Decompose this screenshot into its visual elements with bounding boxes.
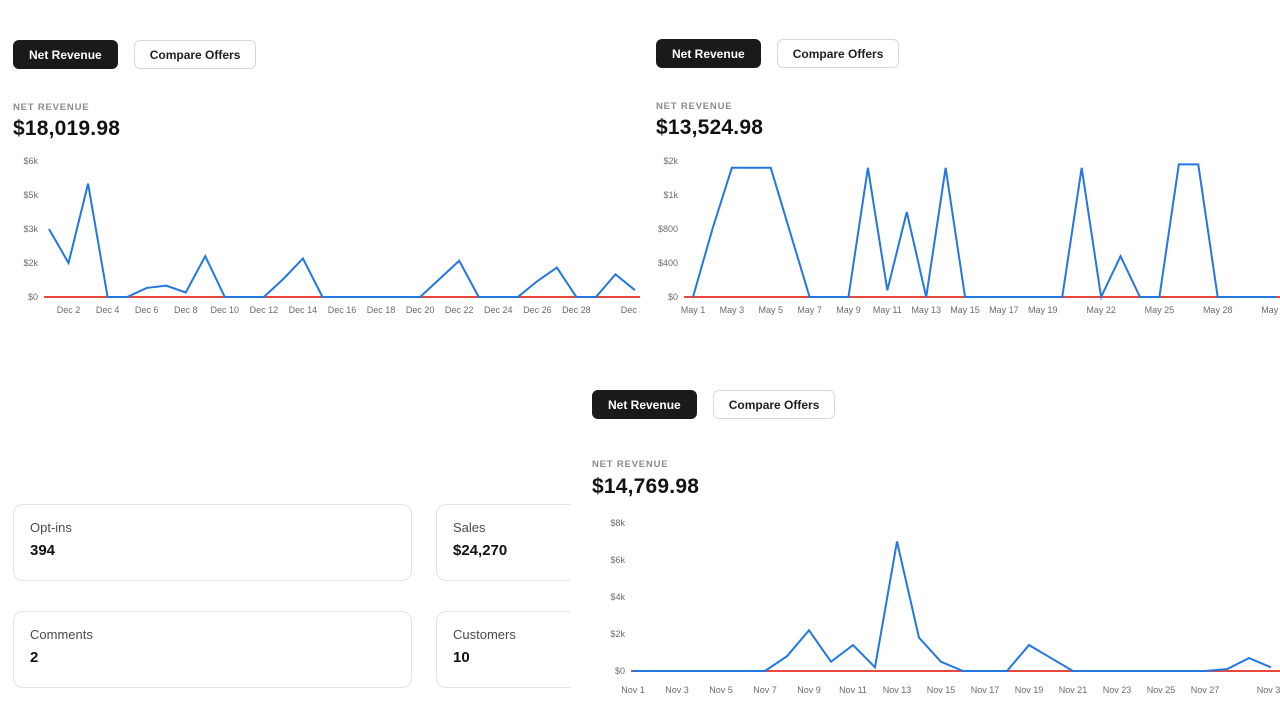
- svg-text:$8k: $8k: [610, 518, 625, 528]
- stat-label: Opt-ins: [30, 520, 72, 535]
- svg-text:$400: $400: [658, 258, 678, 268]
- svg-text:Nov 5: Nov 5: [709, 685, 733, 695]
- svg-text:Dec 10: Dec 10: [211, 305, 240, 315]
- svg-text:Dec 24: Dec 24: [484, 305, 513, 315]
- svg-text:Nov 19: Nov 19: [1015, 685, 1044, 695]
- net-revenue-tab[interactable]: Net Revenue: [592, 390, 697, 419]
- svg-text:Dec 26: Dec 26: [523, 305, 552, 315]
- svg-text:May 5: May 5: [758, 305, 783, 315]
- svg-text:$4k: $4k: [610, 592, 625, 602]
- svg-text:$2k: $2k: [663, 156, 678, 166]
- chart-toggle-group: Net Revenue Compare Offers: [656, 39, 900, 68]
- svg-text:Nov 3: Nov 3: [665, 685, 689, 695]
- svg-text:May 28: May 28: [1203, 305, 1233, 315]
- stat-card-comments: Comments 2: [13, 611, 412, 688]
- svg-text:Dec 6: Dec 6: [135, 305, 159, 315]
- svg-text:Dec 4: Dec 4: [96, 305, 120, 315]
- revenue-panel-dec: Net Revenue Compare Offers NET REVENUE $…: [0, 0, 640, 360]
- stat-value: $24,270: [453, 542, 508, 559]
- svg-text:May 22: May 22: [1086, 305, 1116, 315]
- stat-card-optins: Opt-ins 394: [13, 504, 412, 581]
- svg-text:Nov 15: Nov 15: [927, 685, 956, 695]
- stat-card-sales: Sales $24,270: [436, 504, 571, 581]
- svg-text:Dec 28: Dec 28: [562, 305, 591, 315]
- svg-text:Nov 27: Nov 27: [1191, 685, 1220, 695]
- revenue-line-chart-dec: $6k $5k $3k $2k $0 Dec 2 Dec 4 Dec 6 Dec 8 Dec 10…: [0, 155, 640, 325]
- svg-text:Dec 18: Dec 18: [367, 305, 396, 315]
- stat-value: 10: [453, 649, 470, 666]
- chart-toggle-group: Net Revenue Compare Offers: [13, 40, 257, 69]
- svg-text:May 7: May 7: [797, 305, 822, 315]
- compare-offers-tab[interactable]: Compare Offers: [712, 390, 836, 419]
- svg-text:May 19: May 19: [1028, 305, 1058, 315]
- svg-text:$6k: $6k: [610, 555, 625, 565]
- net-revenue-value: $14,769.98: [592, 475, 700, 498]
- svg-text:$2k: $2k: [23, 258, 38, 268]
- svg-text:Dec 22: Dec 22: [445, 305, 474, 315]
- svg-text:Nov 23: Nov 23: [1103, 685, 1132, 695]
- svg-text:Nov 21: Nov 21: [1059, 685, 1088, 695]
- svg-text:Nov 7: Nov 7: [753, 685, 777, 695]
- net-revenue-value: $18,019.98: [13, 117, 121, 140]
- compare-offers-tab[interactable]: Compare Offers: [776, 39, 900, 68]
- svg-text:Nov 9: Nov 9: [797, 685, 821, 695]
- revenue-panel-may: Net Revenue Compare Offers NET REVENUE $…: [640, 0, 1280, 360]
- svg-text:Nov 30: Nov 30: [1257, 685, 1280, 695]
- svg-text:Dec 16: Dec 16: [328, 305, 357, 315]
- stat-label: Comments: [30, 627, 93, 642]
- stat-card-customers: Customers 10: [436, 611, 571, 688]
- net-revenue-label: NET REVENUE: [13, 102, 90, 113]
- net-revenue-tab[interactable]: Net Revenue: [13, 40, 118, 69]
- stat-label: Sales: [453, 520, 486, 535]
- svg-text:$3k: $3k: [23, 224, 38, 234]
- svg-text:Dec 31: Dec 31: [621, 305, 640, 315]
- net-revenue-label: NET REVENUE: [592, 459, 669, 470]
- stat-value: 394: [30, 542, 56, 559]
- revenue-line-chart-may: $2k $1k $800 $400 $0 May 1 May 3 May 5 May 7 May …: [640, 155, 1280, 325]
- svg-text:May 3: May 3: [720, 305, 745, 315]
- revenue-line-chart-nov: $8k $6k $4k $2k $0 Nov 1 Nov 3 Nov 5 Nov 7 Nov 9 N…: [592, 516, 1280, 702]
- svg-text:Dec 14: Dec 14: [289, 305, 318, 315]
- stat-label: Customers: [453, 627, 516, 642]
- svg-text:May 1: May 1: [681, 305, 706, 315]
- svg-text:Dec 8: Dec 8: [174, 305, 198, 315]
- svg-text:May 25: May 25: [1145, 305, 1175, 315]
- svg-text:$1k: $1k: [663, 190, 678, 200]
- svg-text:May 15: May 15: [950, 305, 980, 315]
- svg-text:May 17: May 17: [989, 305, 1019, 315]
- welcome-section: Welcome back, David. Performance over th…: [0, 360, 571, 720]
- revenue-panel-nov: Net Revenue Compare Offers NET REVENUE $…: [571, 360, 1280, 720]
- svg-text:Dec 12: Dec 12: [250, 305, 279, 315]
- svg-text:May 11: May 11: [873, 305, 902, 315]
- svg-text:Nov 25: Nov 25: [1147, 685, 1176, 695]
- svg-text:May 9: May 9: [836, 305, 861, 315]
- svg-text:$5k: $5k: [23, 190, 38, 200]
- net-revenue-label: NET REVENUE: [656, 101, 733, 112]
- net-revenue-value: $13,524.98: [656, 116, 764, 139]
- compare-offers-tab[interactable]: Compare Offers: [133, 40, 257, 69]
- svg-text:May 31: May 31: [1261, 305, 1280, 315]
- svg-text:Nov 11: Nov 11: [839, 685, 867, 695]
- svg-text:$2k: $2k: [610, 629, 625, 639]
- svg-text:Nov 17: Nov 17: [971, 685, 1000, 695]
- svg-text:Dec 2: Dec 2: [57, 305, 81, 315]
- svg-text:May 13: May 13: [911, 305, 941, 315]
- svg-text:$0: $0: [668, 292, 678, 302]
- chart-toggle-group: Net Revenue Compare Offers: [592, 390, 836, 419]
- svg-text:$0: $0: [28, 292, 38, 302]
- svg-text:Nov 1: Nov 1: [621, 685, 645, 695]
- svg-text:$0: $0: [615, 666, 625, 676]
- svg-text:Dec 20: Dec 20: [406, 305, 435, 315]
- svg-text:$6k: $6k: [23, 156, 38, 166]
- stat-value: 2: [30, 649, 39, 666]
- svg-text:Nov 13: Nov 13: [883, 685, 912, 695]
- net-revenue-tab[interactable]: Net Revenue: [656, 39, 761, 68]
- svg-text:$800: $800: [658, 224, 678, 234]
